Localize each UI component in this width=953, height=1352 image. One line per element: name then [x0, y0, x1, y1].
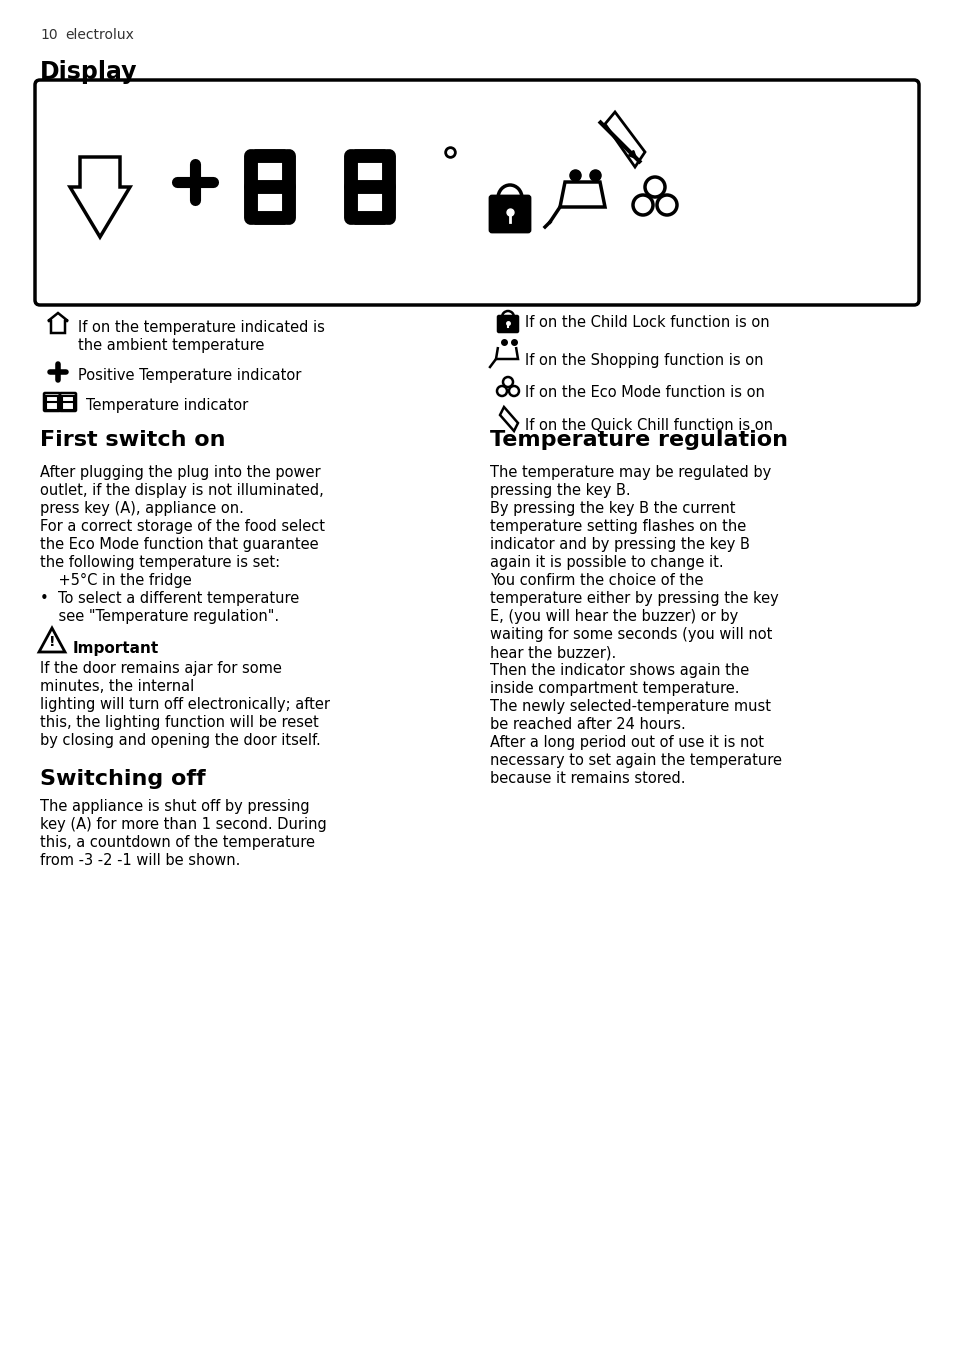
Text: by closing and opening the door itself.: by closing and opening the door itself.: [40, 733, 320, 748]
Text: For a correct storage of the food select: For a correct storage of the food select: [40, 519, 325, 534]
Text: By pressing the key B the current: By pressing the key B the current: [490, 502, 735, 516]
FancyBboxPatch shape: [490, 196, 530, 233]
Text: necessary to set again the temperature: necessary to set again the temperature: [490, 753, 781, 768]
Text: because it remains stored.: because it remains stored.: [490, 771, 685, 786]
Text: First switch on: First switch on: [40, 430, 225, 450]
Text: If on the Quick Chill function is on: If on the Quick Chill function is on: [524, 418, 772, 433]
Text: this, a countdown of the temperature: this, a countdown of the temperature: [40, 836, 314, 850]
Text: 10: 10: [40, 28, 57, 42]
Text: temperature setting flashes on the: temperature setting flashes on the: [490, 519, 745, 534]
Text: the Eco Mode function that guarantee: the Eco Mode function that guarantee: [40, 537, 318, 552]
FancyBboxPatch shape: [497, 316, 517, 333]
Text: If on the Eco Mode function is on: If on the Eco Mode function is on: [524, 385, 764, 400]
Text: If on the Shopping function is on: If on the Shopping function is on: [524, 353, 762, 368]
Text: Important: Important: [73, 641, 159, 656]
Text: the following temperature is set:: the following temperature is set:: [40, 556, 280, 571]
Text: You confirm the choice of the: You confirm the choice of the: [490, 573, 702, 588]
Text: Display: Display: [40, 59, 137, 84]
Text: from -3 -2 -1 will be shown.: from -3 -2 -1 will be shown.: [40, 853, 240, 868]
FancyBboxPatch shape: [35, 80, 918, 306]
Text: indicator and by pressing the key B: indicator and by pressing the key B: [490, 537, 749, 552]
Text: Positive Temperature indicator: Positive Temperature indicator: [78, 368, 301, 383]
Text: key (A) for more than 1 second. During: key (A) for more than 1 second. During: [40, 817, 327, 831]
Text: this, the lighting function will be reset: this, the lighting function will be rese…: [40, 715, 318, 730]
Text: pressing the key B.: pressing the key B.: [490, 483, 630, 498]
Text: E, (you will hear the buzzer) or by: E, (you will hear the buzzer) or by: [490, 608, 738, 625]
Text: If on the Child Lock function is on: If on the Child Lock function is on: [524, 315, 769, 330]
FancyBboxPatch shape: [44, 393, 60, 411]
Text: +5°C in the fridge: +5°C in the fridge: [40, 573, 192, 588]
Text: see "Temperature regulation".: see "Temperature regulation".: [40, 608, 279, 625]
Text: outlet, if the display is not illuminated,: outlet, if the display is not illuminate…: [40, 483, 323, 498]
Text: Temperature regulation: Temperature regulation: [490, 430, 787, 450]
Text: The temperature may be regulated by: The temperature may be regulated by: [490, 465, 770, 480]
FancyBboxPatch shape: [60, 393, 76, 411]
Text: electrolux: electrolux: [65, 28, 133, 42]
Text: If the door remains ajar for some: If the door remains ajar for some: [40, 661, 281, 676]
Text: temperature either by pressing the key: temperature either by pressing the key: [490, 591, 778, 606]
Text: waiting for some seconds (you will not: waiting for some seconds (you will not: [490, 627, 772, 642]
Text: The newly selected-temperature must: The newly selected-temperature must: [490, 699, 770, 714]
Text: be reached after 24 hours.: be reached after 24 hours.: [490, 717, 685, 731]
Text: minutes, the internal: minutes, the internal: [40, 679, 194, 694]
Text: lighting will turn off electronically; after: lighting will turn off electronically; a…: [40, 698, 330, 713]
Text: inside compartment temperature.: inside compartment temperature.: [490, 681, 739, 696]
Text: again it is possible to change it.: again it is possible to change it.: [490, 556, 723, 571]
Text: Temperature indicator: Temperature indicator: [86, 397, 248, 412]
Text: After a long period out of use it is not: After a long period out of use it is not: [490, 735, 763, 750]
Text: After plugging the plug into the power: After plugging the plug into the power: [40, 465, 320, 480]
Text: !: !: [49, 635, 55, 649]
Text: Switching off: Switching off: [40, 769, 206, 790]
Text: Then the indicator shows again the: Then the indicator shows again the: [490, 662, 748, 677]
Text: hear the buzzer).: hear the buzzer).: [490, 645, 616, 660]
Text: the ambient temperature: the ambient temperature: [78, 338, 264, 353]
Text: press key (A), appliance on.: press key (A), appliance on.: [40, 502, 244, 516]
Text: If on the temperature indicated is: If on the temperature indicated is: [78, 320, 325, 335]
Text: •  To select a different temperature: • To select a different temperature: [40, 591, 299, 606]
Text: The appliance is shut off by pressing: The appliance is shut off by pressing: [40, 799, 310, 814]
